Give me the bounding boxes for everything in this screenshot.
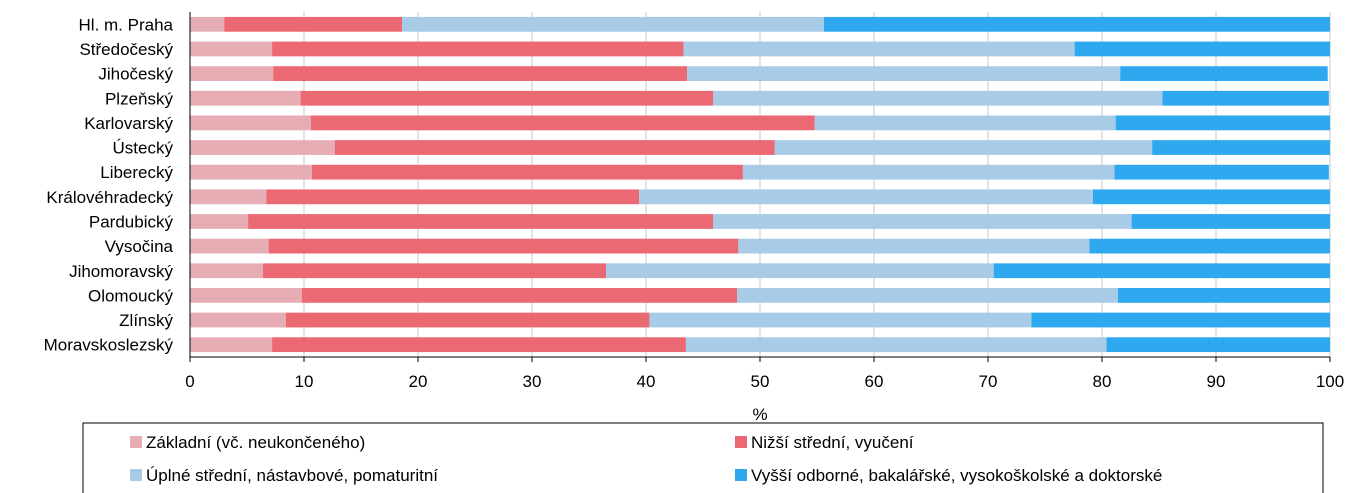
legend: Základní (vč. neukončeného) Nižší střední…	[82, 422, 1324, 493]
bar-segment	[774, 140, 1153, 155]
category-label: Olomoucký	[88, 286, 174, 305]
category-label: Jihočeský	[98, 65, 173, 84]
bar-segment	[742, 164, 1115, 180]
legend-label: Základní (vč. neukončeného)	[146, 433, 365, 452]
x-tick-label: 10	[295, 372, 314, 391]
bar-segment	[190, 263, 263, 279]
bar-segment	[190, 140, 335, 155]
bar-segment	[285, 312, 650, 328]
bar-segment	[266, 189, 640, 205]
x-tick-label: 90	[1207, 372, 1226, 391]
category-label: Liberecký	[100, 163, 173, 182]
bar-segment	[1117, 288, 1330, 303]
x-tick-label: 50	[751, 372, 770, 391]
vertical-grid	[303, 12, 1331, 357]
bar-segment	[606, 263, 994, 279]
category-label: Vysočina	[105, 237, 174, 256]
bar-segment	[1152, 140, 1330, 155]
legend-label: Úplné střední, nástavbové, pomaturitní	[146, 466, 438, 485]
bar-segment	[1074, 41, 1330, 57]
bar-segment	[1106, 337, 1330, 353]
bar-segment	[262, 263, 607, 279]
bar-segment	[1120, 66, 1328, 81]
bar-segment	[272, 337, 686, 353]
bar-segment	[310, 115, 815, 131]
bar-segment	[190, 90, 301, 106]
bar-segment	[334, 140, 775, 155]
x-tick-label: 30	[523, 372, 542, 391]
bars	[190, 16, 1330, 353]
bar-segment	[311, 164, 743, 180]
bar-segment	[1162, 90, 1329, 106]
bar-segment	[639, 189, 1093, 205]
category-label: Zlínský	[119, 311, 173, 330]
category-label: Hl. m. Praha	[79, 15, 174, 34]
bar-segment	[738, 238, 1090, 254]
bar-segment	[713, 90, 1163, 106]
category-labels: Hl. m. Praha Středočeský Jihočeský Plzeňský…	[44, 15, 174, 354]
legend-swatch	[130, 436, 142, 448]
category-label: Pardubický	[89, 212, 174, 231]
category-label: Středočeský	[79, 40, 173, 59]
bar-segment	[649, 312, 1032, 328]
bar-segment	[190, 288, 302, 303]
bar-segment	[190, 312, 286, 328]
bar-segment	[190, 16, 225, 32]
bar-segment	[190, 238, 269, 254]
category-label: Karlovarský	[84, 114, 173, 133]
legend-box	[82, 422, 1324, 493]
bar-segment	[300, 90, 714, 106]
bar-segment	[190, 337, 273, 353]
bar-segment	[713, 214, 1132, 229]
legend-label: Vyšší odborné, bakalářské, vysokoškolské…	[751, 466, 1162, 485]
bar-segment	[1031, 312, 1330, 328]
bar-segment	[190, 214, 249, 229]
x-tick-label: 80	[1093, 372, 1112, 391]
x-tick-label: 20	[409, 372, 428, 391]
x-tick-label: 70	[979, 372, 998, 391]
category-label: Jihomoravský	[69, 262, 173, 281]
x-axis-title: %	[752, 405, 767, 424]
category-label: Plzeňský	[105, 89, 174, 108]
legend-swatch	[735, 469, 747, 481]
bar-segment	[273, 66, 688, 81]
bar-segment	[190, 189, 267, 205]
x-tick-label: 0	[185, 372, 194, 391]
bar-segment	[402, 16, 824, 32]
bar-segment	[301, 288, 738, 303]
legend-swatch	[735, 436, 747, 448]
bar-segment	[224, 16, 403, 32]
category-label: Královéhradecký	[46, 188, 173, 207]
x-tick-label: 60	[865, 372, 884, 391]
bar-segment	[1115, 115, 1330, 131]
bar-segment	[685, 337, 1107, 353]
legend-label: Nižší střední, vyučení	[751, 433, 914, 452]
bar-segment	[190, 41, 273, 57]
bar-segment	[737, 288, 1118, 303]
bar-segment	[190, 66, 274, 81]
x-tick-labels: 0 10 20 30 40 50 60 70 80 90 100	[185, 357, 1344, 391]
legend-swatch	[130, 469, 142, 481]
bar-segment	[248, 214, 714, 229]
x-tick-label: 40	[637, 372, 656, 391]
bar-segment	[190, 164, 312, 180]
bar-segment	[1114, 164, 1329, 180]
bar-segment	[683, 41, 1075, 57]
bar-segment	[1089, 238, 1330, 254]
bar-segment	[268, 238, 739, 254]
bar-segment	[190, 115, 311, 131]
bar-segment	[687, 66, 1121, 81]
category-label: Ústecký	[113, 139, 174, 158]
bar-segment	[823, 16, 1330, 32]
bar-segment	[272, 41, 684, 57]
x-tick-label: 100	[1316, 372, 1344, 391]
bar-segment	[814, 115, 1116, 131]
bar-segment	[1092, 189, 1330, 205]
bar-segment	[1131, 214, 1330, 229]
bar-segment	[993, 263, 1330, 279]
category-label: Moravskoslezský	[44, 336, 174, 355]
